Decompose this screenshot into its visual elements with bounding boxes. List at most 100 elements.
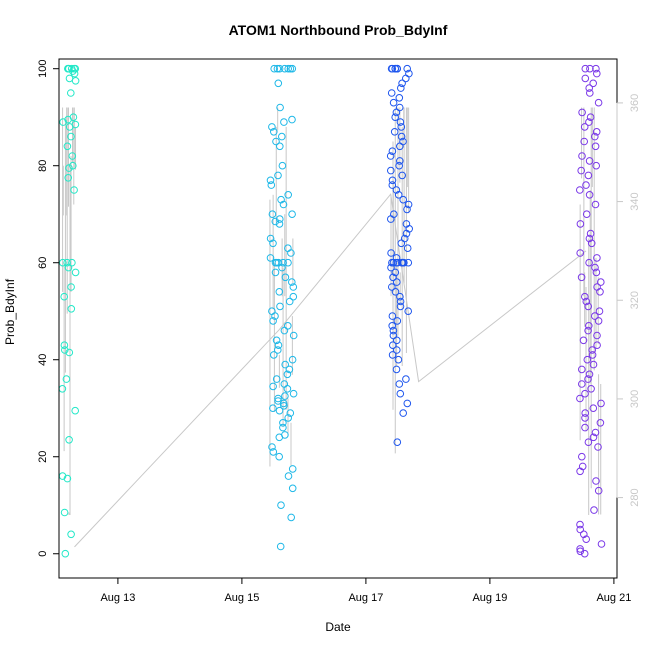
data-point [395, 94, 404, 102]
data-point [281, 273, 290, 282]
data-point [67, 89, 75, 97]
data-point [402, 229, 411, 238]
data-point [585, 234, 594, 243]
data-point [391, 113, 400, 121]
data-point [397, 84, 405, 92]
data-point [587, 239, 596, 248]
data-point [280, 402, 288, 410]
data-point [275, 220, 284, 228]
y2-tick-label-340: 340 [629, 192, 641, 210]
data-point [387, 166, 395, 175]
data-point [403, 399, 412, 408]
data-point [576, 249, 585, 257]
data-point [71, 77, 80, 85]
data-point [393, 64, 402, 73]
data-point [278, 132, 286, 141]
data-point [582, 210, 591, 218]
data-point [389, 258, 398, 267]
data-point [582, 181, 590, 189]
data-point [388, 312, 397, 320]
data-point [65, 164, 73, 172]
data-point [388, 176, 397, 185]
data-point [266, 254, 275, 262]
data-point [65, 123, 74, 131]
data-point [277, 195, 285, 204]
data-point [284, 64, 293, 73]
data-point [578, 108, 586, 117]
data-point [269, 382, 277, 391]
data-point [389, 98, 398, 107]
data-point [284, 322, 292, 330]
data-point [585, 84, 594, 92]
x-tick-label-17: Aug 17 [348, 592, 383, 604]
data-point [595, 307, 604, 316]
data-point [593, 341, 601, 350]
x-tick-label-21: Aug 21 [596, 592, 631, 604]
data-point [400, 258, 408, 267]
data-point [578, 452, 586, 461]
data-point [396, 389, 405, 398]
data-point [268, 123, 276, 131]
data-point [285, 297, 294, 306]
data-point [275, 433, 284, 442]
y-axis-label: Prob_BdyInf [3, 278, 17, 345]
data-point [268, 443, 276, 451]
data-point [579, 336, 588, 345]
data-point [404, 200, 413, 209]
data-point [288, 278, 296, 286]
data-point [70, 69, 79, 78]
data-point [402, 375, 410, 383]
data-point [65, 436, 73, 444]
data-point [60, 341, 69, 350]
data-point [585, 118, 593, 126]
data-point [594, 486, 603, 495]
data-point [284, 258, 292, 267]
y2-tick-label-300: 300 [629, 390, 641, 408]
data-point [582, 535, 591, 544]
x-tick-label-13: Aug 13 [100, 592, 135, 604]
data-point [395, 161, 404, 170]
data-point [70, 186, 78, 194]
data-point [396, 142, 404, 151]
data-point [576, 547, 585, 556]
data-point [276, 103, 284, 112]
y2-tick-label-280: 280 [629, 488, 641, 506]
data-point [281, 360, 290, 369]
data-point [581, 409, 590, 417]
data-point [576, 220, 585, 228]
data-point [594, 317, 603, 325]
data-point [591, 312, 599, 320]
data-point [393, 438, 402, 447]
data-point [58, 385, 67, 393]
data-point [386, 152, 395, 160]
data-point [591, 200, 600, 209]
data-point [387, 89, 396, 97]
data-point [278, 161, 287, 170]
data-point [63, 142, 72, 151]
data-point [592, 477, 600, 485]
data-point [578, 152, 586, 160]
data-point [592, 268, 601, 277]
data-point [63, 258, 71, 267]
data-point [274, 79, 283, 88]
data-point [593, 331, 601, 340]
data-point [583, 355, 592, 364]
data-point [581, 64, 590, 73]
data-point [581, 74, 590, 83]
data-point [65, 64, 73, 73]
data-point [398, 171, 407, 180]
data-point [397, 123, 406, 131]
data-point [275, 406, 284, 415]
data-point [63, 474, 72, 483]
data-point [590, 506, 598, 514]
data-point [388, 351, 397, 359]
data-point [61, 346, 69, 354]
data-point [396, 118, 405, 126]
data-point [269, 404, 277, 413]
data-point [67, 530, 75, 539]
data-point [395, 380, 404, 388]
data-point [71, 406, 79, 415]
plot-frame [58, 58, 618, 579]
data-point [275, 452, 284, 461]
